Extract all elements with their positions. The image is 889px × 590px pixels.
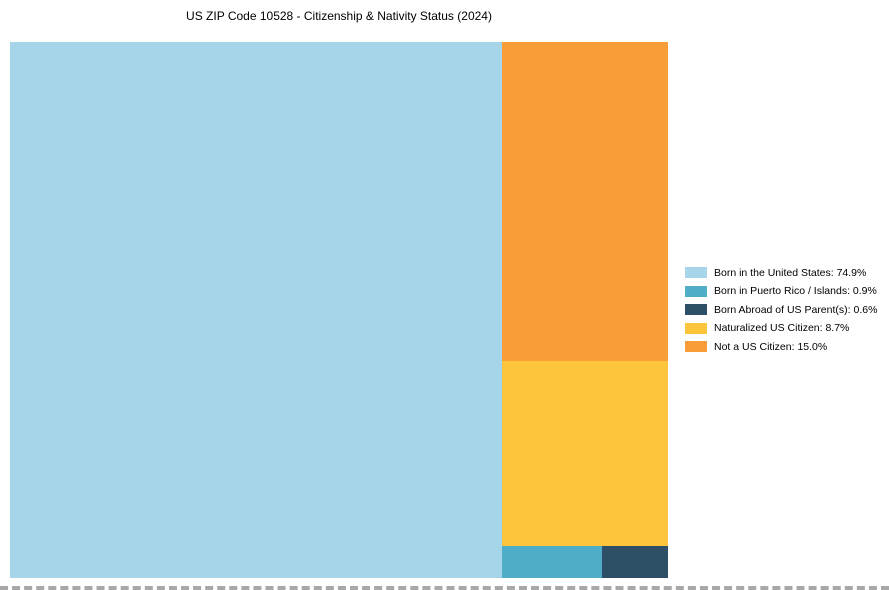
legend-item-born-in-puerto-rico-islands: Born in Puerto Rico / Islands: 0.9% [685,285,877,298]
legend-label-naturalized-us-citizen: Naturalized US Citizen: 8.7% [714,322,850,335]
legend-label-born-abroad-of-us-parent-s: Born Abroad of US Parent(s): 0.6% [714,303,878,316]
treemap-segment-not-a-us-citizen [502,42,668,362]
legend-swatch-born-abroad-of-us-parent-s [685,304,707,316]
chart-title: US ZIP Code 10528 - Citizenship & Nativi… [186,9,492,23]
treemap-plot-area [10,42,668,578]
legend-swatch-born-in-the-united-states [685,267,707,279]
legend-swatch-not-a-us-citizen [685,341,707,353]
legend: Born in the United States: 74.9% Born in … [685,267,877,360]
legend-swatch-born-in-puerto-rico-islands [685,285,707,297]
treemap-segment-born-in-the-united-states [10,42,503,578]
legend-swatch-naturalized-us-citizen [685,322,707,334]
legend-item-born-abroad-of-us-parent-s: Born Abroad of US Parent(s): 0.6% [685,304,877,316]
legend-item-not-a-us-citizen: Not a US Citizen: 15.0% [685,341,877,353]
treemap-segment-born-in-puerto-rico-islands [502,546,602,578]
legend-label-born-in-puerto-rico-islands: Born in Puerto Rico / Islands: 0.9% [714,285,877,298]
legend-label-not-a-us-citizen: Not a US Citizen: 15.0% [714,340,828,353]
bottom-dashed-line [0,586,889,590]
legend-label-born-in-the-united-states: Born in the United States: 74.9% [714,266,867,279]
treemap-segment-naturalized-us-citizen [502,361,668,547]
legend-item-born-in-the-united-states: Born in the United States: 74.9% [685,267,877,279]
legend-item-naturalized-us-citizen: Naturalized US Citizen: 8.7% [685,322,877,335]
treemap-segment-born-abroad-of-us-parent-s [601,546,668,578]
